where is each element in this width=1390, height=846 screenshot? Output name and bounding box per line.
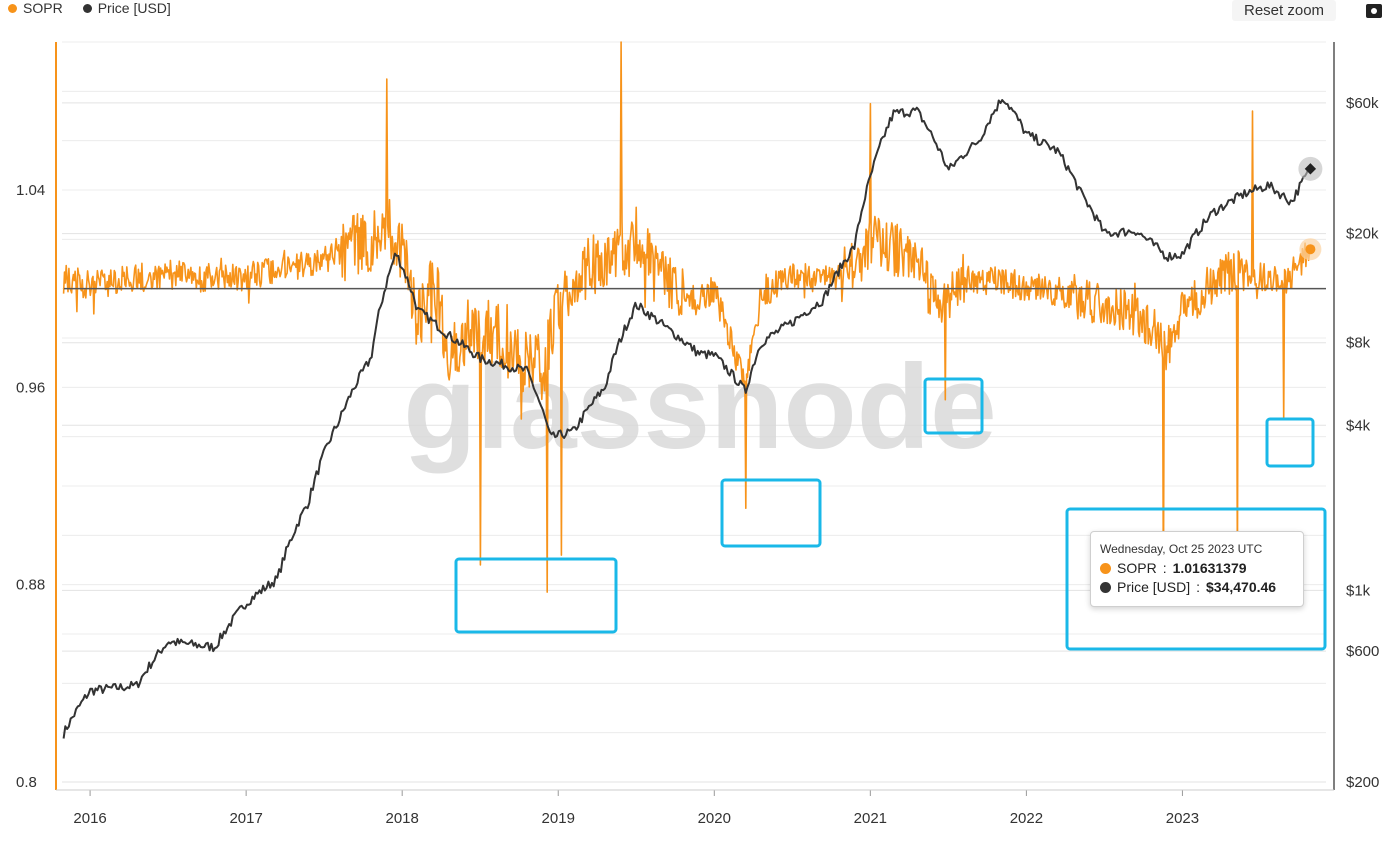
camera-icon[interactable] [1366, 4, 1382, 18]
x-tick-label: 2019 [542, 810, 575, 827]
legend-label-price: Price [USD] [97, 0, 171, 16]
x-tick-label: 2022 [1010, 810, 1043, 827]
hover-tooltip: Wednesday, Oct 25 2023 UTC SOPR: 1.01631… [1090, 531, 1304, 607]
tooltip-sopr-value: 1.01631379 [1172, 560, 1247, 576]
axes: 0.8 0.88 0.96 1.04 $200 $600 $1k $4k $8k $20k $60k… [16, 42, 1379, 827]
x-tick-label: 2021 [854, 810, 887, 827]
chart-legend: SOPR Price [USD] [8, 0, 171, 16]
end-markers [1298, 156, 1323, 261]
reset-zoom-button[interactable]: Reset zoom [1232, 0, 1337, 21]
highlight-box-3 [923, 377, 984, 435]
x-tick-label: 2018 [386, 810, 419, 827]
y-right-tick-label: $600 [1346, 643, 1379, 660]
sopr-marker [1305, 244, 1316, 255]
highlight-boxes [454, 377, 1327, 651]
highlight-box-4 [1265, 417, 1315, 468]
sopr-series [62, 41, 1312, 593]
y-right-tick-label: $20k [1346, 226, 1379, 243]
legend-label-sopr: SOPR [23, 0, 63, 16]
y-left-tick-label: 1.04 [16, 182, 45, 199]
y-right-tick-label: $60k [1346, 95, 1379, 112]
legend-item-price[interactable]: Price [USD] [82, 0, 171, 16]
price-marker [1304, 163, 1317, 175]
x-tick-label: 2016 [73, 810, 106, 827]
price-line [62, 99, 1312, 739]
x-tick-label: 2017 [229, 810, 262, 827]
y-right-tick-label: $200 [1346, 774, 1379, 791]
y-right-tick-label: $1k [1346, 582, 1371, 599]
tooltip-date: Wednesday, Oct 25 2023 UTC [1100, 542, 1263, 556]
price-series [62, 99, 1312, 739]
x-tick-label: 2020 [698, 810, 731, 827]
sopr-legend-dot [8, 3, 17, 13]
legend-item-sopr[interactable]: SOPR [8, 0, 63, 16]
x-tick-label: 2023 [1166, 810, 1199, 827]
highlight-box-2 [720, 478, 822, 548]
price-dot [1100, 581, 1111, 593]
sopr-line [62, 41, 1312, 593]
tooltip-price-label: Price [USD] [1117, 579, 1191, 595]
sopr-dot [1100, 562, 1111, 574]
highlight-box-5 [1065, 507, 1327, 651]
tooltip-price-value: $34,470.46 [1206, 579, 1277, 595]
y-right-tick-label: $8k [1346, 335, 1371, 352]
y-left-tick-label: 0.8 [16, 774, 37, 791]
tooltip-sopr-row: SOPR: 1.01631379 [1100, 560, 1247, 576]
price-legend-dot [82, 3, 92, 13]
y-left-tick-label: 0.96 [16, 379, 45, 396]
highlight-box-1 [454, 557, 618, 634]
y-right-tick-label: $4k [1346, 417, 1371, 434]
tooltip-sopr-label: SOPR [1117, 560, 1157, 576]
y-left-tick-label: 0.88 [16, 577, 45, 594]
tooltip-price-row: Price [USD]: $34,470.46 [1100, 579, 1276, 595]
